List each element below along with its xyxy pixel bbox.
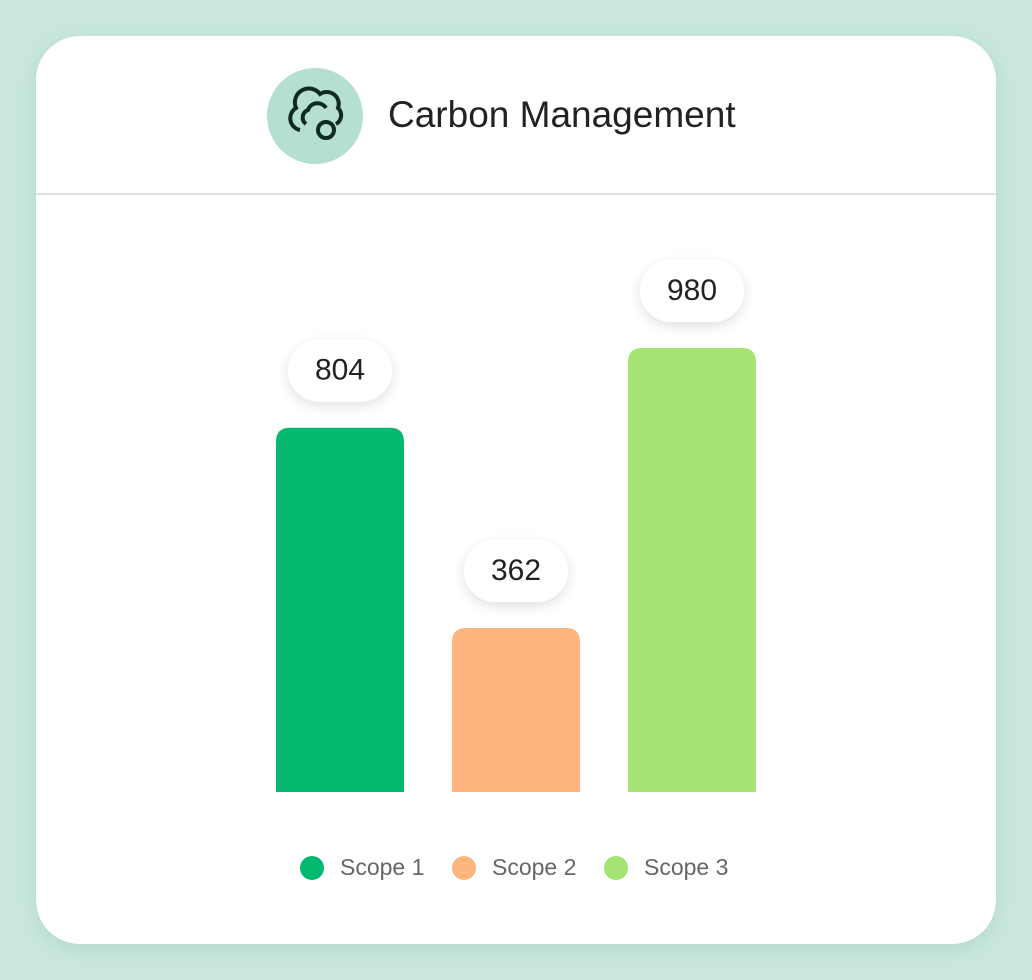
chart-title: Carbon Management xyxy=(388,94,736,135)
card xyxy=(36,36,996,944)
value-label-bg xyxy=(288,339,392,402)
legend-label: Scope 1 xyxy=(340,854,424,880)
legend-swatch xyxy=(452,856,476,880)
value-label: 362 xyxy=(491,554,541,587)
legend-swatch xyxy=(604,856,628,880)
bar xyxy=(452,627,580,792)
value-label: 980 xyxy=(667,274,717,307)
value-label: 804 xyxy=(315,354,365,387)
value-label-bg xyxy=(640,260,744,322)
header-icon xyxy=(288,86,344,140)
bar xyxy=(628,348,756,792)
legend-label: Scope 2 xyxy=(492,854,576,880)
legend-label: Scope 3 xyxy=(644,854,728,880)
header-icon-bg xyxy=(267,68,363,164)
legend-swatch xyxy=(300,856,324,880)
value-label-bg xyxy=(464,539,568,602)
bar xyxy=(276,427,404,792)
